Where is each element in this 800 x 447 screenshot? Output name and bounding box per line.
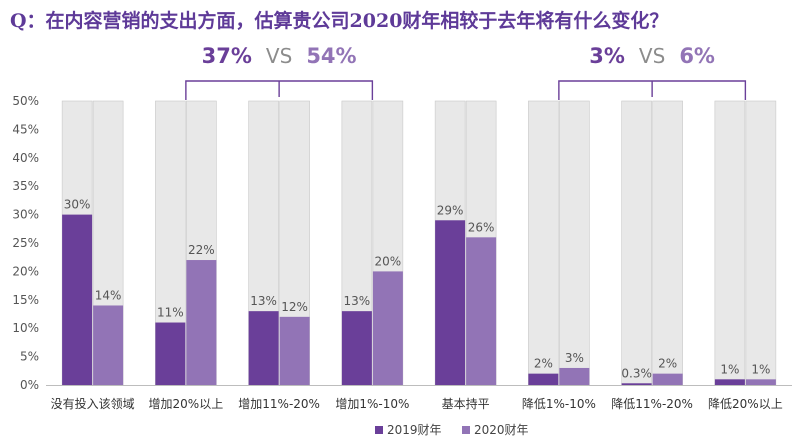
bar-2020 — [652, 373, 683, 385]
data-label: 3% — [565, 351, 584, 365]
legend-swatch — [462, 426, 470, 434]
y-tick-label: 20% — [12, 264, 39, 278]
category-label: 增加11%-20% — [238, 397, 320, 411]
background-bar — [559, 100, 590, 386]
legend: 2019财年 2020财年 — [375, 423, 529, 437]
bar-2019 — [248, 311, 279, 385]
comparison-vs: VS — [639, 44, 665, 68]
data-label: 0.3% — [621, 366, 652, 380]
comparison-left-value: 3% — [589, 44, 625, 68]
data-label: 13% — [344, 294, 371, 308]
data-label: 12% — [281, 300, 308, 314]
category-label: 降低20%以上 — [708, 397, 783, 411]
y-tick-label: 5% — [20, 350, 39, 364]
background-bar — [652, 100, 683, 386]
bar-2020 — [745, 379, 776, 385]
background-bar — [714, 100, 746, 386]
chart-title: Q：在内容营销的支出方面，估算贵公司2020财年相较于去年将有什么变化？ — [10, 10, 669, 32]
data-label: 30% — [64, 198, 91, 212]
bar-2019 — [528, 373, 559, 385]
bar-2019 — [714, 379, 745, 385]
data-label: 1% — [751, 362, 770, 376]
comparison-bracket — [185, 80, 374, 100]
legend-label: 2019财年 — [387, 423, 442, 437]
bar-2020 — [466, 237, 497, 385]
bar-2019 — [155, 322, 186, 385]
comparison-left-value: 37% — [202, 44, 252, 68]
bar-2020 — [186, 260, 217, 385]
data-label: 20% — [375, 254, 402, 268]
legend-swatch — [375, 426, 383, 434]
data-label: 26% — [468, 220, 495, 234]
y-tick-label: 45% — [12, 122, 39, 136]
data-label: 22% — [188, 243, 215, 257]
data-label: 2% — [534, 357, 553, 371]
bar-2020 — [279, 316, 310, 385]
data-label: 29% — [437, 203, 464, 217]
data-bars — [62, 214, 776, 385]
bar-2019 — [435, 220, 466, 385]
comparison-label: 3% VS 6% — [589, 44, 715, 68]
bar-2020 — [372, 271, 403, 385]
bar-2020 — [559, 367, 590, 385]
category-label: 没有投入该领域 — [51, 396, 135, 411]
y-tick-label: 15% — [12, 293, 39, 307]
bar-2019 — [621, 383, 652, 385]
y-tick-label: 35% — [12, 179, 39, 193]
data-label: 1% — [720, 362, 739, 376]
y-tick-label: 30% — [12, 208, 39, 222]
category-label: 增加1%-10% — [335, 397, 409, 411]
background-bar — [528, 100, 559, 386]
comparison-annotations: 37% VS 54% 3% VS 6% — [185, 44, 747, 100]
y-tick-label: 40% — [12, 151, 39, 165]
data-label: 2% — [658, 357, 677, 371]
data-label: 13% — [250, 294, 277, 308]
category-label: 降低11%-20% — [611, 397, 693, 411]
data-label: 11% — [157, 306, 184, 320]
bar-2020 — [93, 305, 124, 385]
bar-2019 — [341, 311, 372, 385]
y-tick-label: 25% — [12, 236, 39, 250]
comparison-vs: VS — [266, 44, 292, 68]
bar-2019 — [62, 214, 93, 385]
y-tick-label: 50% — [12, 94, 39, 108]
category-label: 基本持平 — [442, 396, 490, 411]
comparison-right-value: 6% — [679, 44, 715, 68]
category-label: 降低1%-10% — [522, 397, 596, 411]
background-bar — [745, 100, 777, 386]
data-label: 14% — [95, 288, 122, 302]
category-label: 增加20%以上 — [149, 397, 224, 411]
comparison-right-value: 54% — [306, 44, 356, 68]
background-bar — [621, 100, 652, 386]
legend-label: 2020财年 — [474, 423, 529, 437]
axes: 0%5%10%15%20%25%30%35%40%45%50%没有投入该领域 增加… — [12, 94, 792, 411]
comparison-label: 37% VS 54% — [202, 44, 357, 68]
comparison-bracket — [558, 80, 747, 100]
y-tick-label: 10% — [12, 321, 39, 335]
y-tick-label: 0% — [20, 378, 39, 392]
data-labels: 30% 14% 11% 22% 13% 12% 13% 20% 29% 26% 2% 3% 0.3% 2%… — [64, 198, 771, 381]
